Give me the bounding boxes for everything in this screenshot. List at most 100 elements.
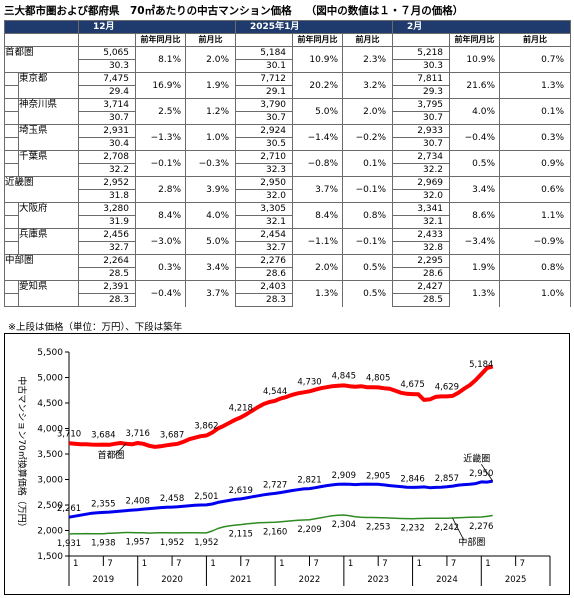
mom-change: 0.8% (342, 202, 394, 229)
data-label: 2,242 (435, 523, 459, 533)
yoy-change: 3.7% (292, 176, 344, 203)
price-value: 2,433 (392, 228, 451, 242)
data-label: 3,687 (160, 430, 184, 440)
price-value: 3,714 (78, 98, 136, 112)
year-label: 2020 (161, 575, 183, 585)
data-label: 4,730 (297, 377, 321, 387)
data-label: 3,710 (57, 429, 81, 439)
y-tick-label: 1,500 (37, 552, 63, 562)
price-value: 2,710 (235, 150, 294, 164)
yoy-change: 2.5% (135, 98, 186, 125)
mom-change: 3.9% (184, 176, 237, 203)
table-row: 大阪府 3,280 8.4% 4.0% 3,305 8.4% 0.8% 3,341 8.6% 1.… (4, 202, 572, 229)
year-label: 2024 (436, 575, 458, 585)
yoy-change: 1.3% (449, 280, 501, 307)
yoy-change: 8.1% (135, 46, 186, 73)
data-label: 1,952 (160, 538, 184, 548)
data-label: 2,232 (400, 524, 424, 534)
data-label: 2,115 (229, 530, 253, 540)
indent-cell (4, 215, 19, 229)
y-tick-label: 4,000 (37, 425, 63, 435)
data-label: 2,160 (263, 527, 287, 537)
table-row: 近畿圏 2,952 2.8% 3.9% 2,950 3.7% −0.1% 2,969 3.4% 0… (4, 176, 572, 203)
data-label: 2,909 (332, 471, 356, 481)
building-age: 28.3 (235, 293, 294, 307)
prefecture-name: 愛知県 (18, 280, 79, 294)
prefecture-name-spacer (18, 241, 79, 255)
period-header: 12月 (77, 20, 237, 34)
yoy-change: 0.3% (135, 254, 186, 281)
price-value: 2,427 (392, 280, 451, 294)
building-age: 32.2 (392, 163, 451, 177)
prefecture-name-spacer (18, 85, 79, 99)
building-age: 30.7 (392, 111, 451, 125)
building-age: 32.7 (235, 241, 294, 255)
building-age: 31.8 (78, 189, 136, 203)
subcol-header: 前年同月比 (135, 33, 186, 47)
table-row: 神奈川県 3,714 2.5% 1.2% 3,790 5.0% 2.0% 3,795 4.0% 0… (4, 98, 572, 125)
data-label: 4,218 (229, 403, 253, 413)
table-row-age: 28.5 28.6 28.6 (4, 267, 571, 281)
price-value: 2,454 (235, 228, 294, 242)
yoy-change: 4.0% (449, 98, 501, 125)
data-label: 4,845 (332, 371, 356, 381)
price-value: 2,708 (78, 150, 136, 164)
month-tick-label: 7 (107, 559, 112, 569)
table-row: 埼玉県 2,931 −1.3% 1.0% 2,924 −1.4% −0.2% 2,933 −0.… (4, 124, 572, 151)
indent-cell (4, 202, 19, 216)
data-label: 2,950 (469, 469, 493, 479)
subheader-blank (78, 33, 136, 47)
data-label: 2,304 (332, 520, 356, 530)
price-value: 2,295 (392, 254, 451, 268)
data-label: 1,938 (91, 539, 115, 549)
data-label: 1,957 (126, 538, 150, 548)
table-row-age: 31.9 32.1 32.1 (4, 215, 571, 229)
price-value: 2,933 (392, 124, 451, 138)
table-note: ※上段は価格（単位：万円）、下段は築年 (8, 322, 183, 333)
month-tick-label: 7 (382, 559, 387, 569)
year-label: 2023 (367, 575, 389, 585)
subcol-header: 前月比 (499, 33, 572, 47)
mom-change: 1.0% (499, 280, 572, 307)
table-row: 愛知県 2,391 −0.4% 3.7% 2,403 1.3% 0.5% 2,427 1.3% 1… (4, 280, 572, 307)
subcol-header: 前月比 (342, 33, 394, 47)
building-age: 30.1 (235, 59, 294, 73)
price-value: 5,065 (78, 46, 136, 60)
mom-change: 0.5% (342, 254, 394, 281)
region-name-spacer (4, 59, 79, 73)
mom-change: 0.8% (499, 254, 572, 281)
y-tick-label: 5,000 (37, 374, 63, 384)
month-tick-label: 1 (279, 559, 284, 569)
y-tick-label: 4,500 (37, 399, 63, 409)
price-value: 3,790 (235, 98, 294, 112)
subheader-blank (235, 33, 294, 47)
data-label: 2,276 (469, 522, 493, 532)
yoy-change: 1.9% (449, 254, 501, 281)
data-label: 2,905 (366, 471, 390, 481)
building-age: 29.4 (78, 85, 136, 99)
month-tick-label: 7 (451, 559, 456, 569)
series-line-0 (68, 364, 494, 449)
building-age: 32.8 (392, 241, 451, 255)
building-age: 30.5 (235, 137, 294, 151)
data-label: 5,184 (469, 360, 493, 370)
mom-change: 0.7% (499, 46, 572, 73)
data-label: 2,355 (91, 499, 115, 509)
series-name-label: 首都圏 (98, 449, 125, 461)
mom-change: 2.0% (184, 46, 237, 73)
yoy-change: −0.4% (449, 124, 501, 151)
month-tick-label: 7 (520, 559, 525, 569)
mom-change: −0.1% (342, 176, 394, 203)
yoy-change: −3.4% (449, 228, 501, 255)
price-value: 2,403 (235, 280, 294, 294)
mom-change: 3.7% (184, 280, 237, 307)
price-value: 3,305 (235, 202, 294, 216)
mom-change: −0.2% (342, 124, 394, 151)
region-name-spacer (4, 189, 79, 203)
prefecture-name: 千葉県 (18, 150, 79, 164)
table-row-age: 32.7 32.7 32.8 (4, 241, 571, 255)
data-label: 4,544 (263, 387, 287, 397)
data-label: 2,408 (126, 497, 150, 507)
table-row-age: 32.2 32.3 32.2 (4, 163, 571, 177)
indent-cell (4, 293, 19, 307)
